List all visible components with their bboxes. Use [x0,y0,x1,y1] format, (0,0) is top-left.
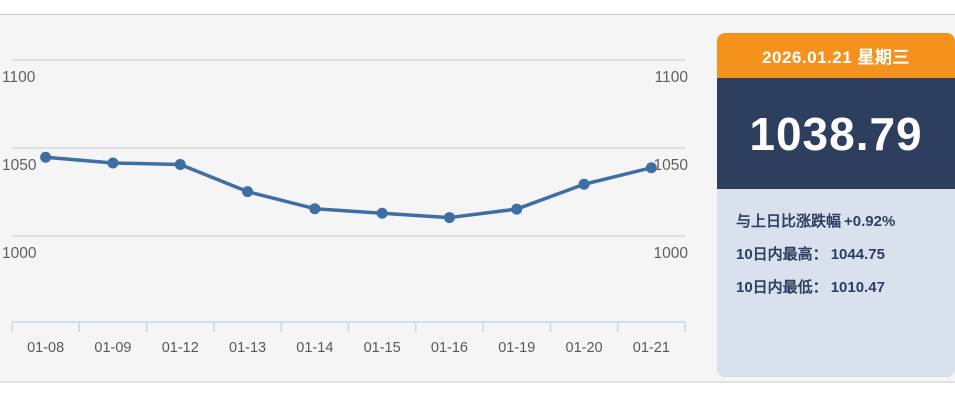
data-point-01-15[interactable] [376,207,388,219]
data-point-01-20[interactable] [578,178,590,190]
y-axis-tick-label-right: 1050 [654,157,689,174]
data-point-01-09[interactable] [107,157,119,169]
y-axis-tick-label-left: 1000 [2,245,37,262]
data-point-01-19[interactable] [511,203,523,215]
x-axis-tick-label: 01-12 [162,340,199,356]
current-value: 1038.79 [749,107,923,160]
data-point-01-16[interactable] [443,212,455,224]
data-point-01-13[interactable] [242,186,254,198]
stat-label: 10日内最低： [736,279,828,296]
price-line-chart[interactable]: 1100 1100 1050 1050 1000 1000 01-08 01-09 01-12 0… [0,0,700,401]
info-panel: 2026.01.21 星期三 1038.79 与上日比涨跌幅 +0.92% 10日… [717,33,955,377]
info-panel-value-section: 1038.79 [717,78,955,189]
y-axis-tick-label-right: 1100 [655,69,689,86]
data-point-01-12[interactable] [174,159,186,171]
data-point-01-08[interactable] [40,151,52,163]
stat-10day-low: 10日内最低： 1010.47 [736,278,945,298]
stat-value: 1010.47 [830,279,885,296]
data-point-01-21[interactable] [645,162,657,174]
stat-label: 与上日比涨跌幅 [736,213,842,230]
x-axis-tick-label: 01-19 [498,340,535,356]
date-label: 2026.01.21 星期三 [762,48,910,67]
stat-label: 10日内最高： [736,246,828,263]
stat-10day-high: 10日内最高： 1044.75 [736,245,945,265]
x-axis-tick-label: 01-14 [296,340,333,356]
x-axis-tick-label: 01-09 [94,340,131,356]
x-axis-tick-label: 01-16 [431,340,468,356]
info-panel-header: 2026.01.21 星期三 [717,33,955,78]
y-axis-tick-label-left: 1050 [2,157,37,174]
y-axis-tick-label-right: 1000 [654,245,689,262]
price-series-line [43,155,654,220]
stat-value: +0.92% [844,213,896,230]
x-axis-tick-label: 01-13 [229,340,266,356]
x-axis-tick-label: 01-21 [633,340,670,356]
data-point-01-14[interactable] [309,203,321,215]
y-axis-tick-label-left: 1100 [2,69,36,86]
stat-value: 1044.75 [830,246,885,263]
info-panel-stats: 与上日比涨跌幅 +0.92% 10日内最高： 1044.75 10日内最低： 1010… [717,189,955,377]
x-axis-tick-label: 01-15 [364,340,401,356]
x-axis-tick-label: 01-08 [27,340,64,356]
stat-change-vs-prev-day: 与上日比涨跌幅 +0.92% [736,212,945,232]
x-axis-tick-label: 01-20 [566,340,603,356]
